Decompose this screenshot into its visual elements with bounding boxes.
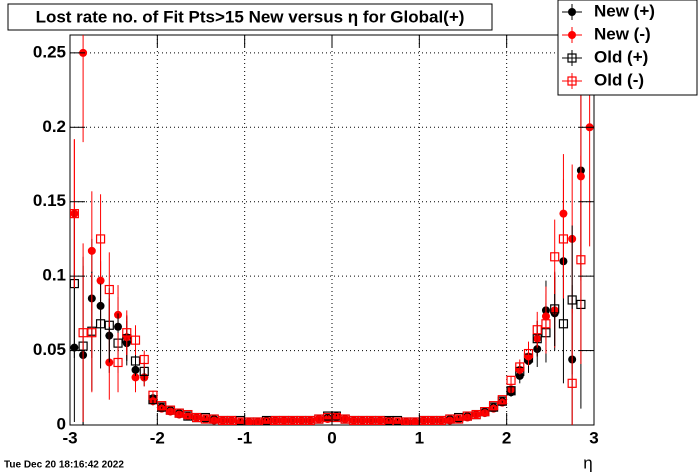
point (165, 405, 176, 415)
legend: New (+) New (-) Old (+) Old (-) (557, 0, 698, 96)
point (174, 408, 184, 418)
point (384, 417, 394, 425)
point (95, 234, 106, 244)
point (375, 415, 385, 425)
point (576, 255, 586, 265)
x-tick-label: 1 (415, 428, 424, 447)
point (436, 415, 446, 425)
point (314, 414, 324, 424)
point (226, 415, 237, 425)
point (157, 401, 167, 411)
point (200, 414, 210, 424)
point (288, 415, 298, 425)
point (279, 415, 289, 425)
point (392, 417, 403, 425)
point (558, 319, 569, 329)
x-axis-label: η (583, 453, 592, 472)
point (305, 415, 315, 425)
point (87, 328, 97, 338)
point (567, 295, 577, 305)
point (340, 414, 350, 424)
point (113, 357, 123, 368)
point (550, 304, 560, 314)
point (104, 284, 114, 295)
chart-title: Lost rate no. of Fit Pts>15 New versus η… (36, 7, 465, 26)
point (253, 417, 263, 425)
y-tick-label: 0.15 (33, 191, 66, 210)
timestamp: Tue Dec 20 18:16:42 2022 (4, 460, 124, 471)
y-tick-label: 0 (57, 414, 66, 433)
title-box (7, 3, 493, 31)
point (568, 31, 576, 39)
point (506, 375, 516, 385)
y-tick-label: 0.25 (33, 42, 66, 61)
point (445, 414, 455, 424)
legend-box (557, 0, 698, 96)
point (130, 356, 141, 366)
point (270, 415, 280, 425)
point (488, 401, 499, 411)
point (209, 414, 219, 424)
point (148, 390, 158, 400)
point (515, 362, 525, 372)
point (261, 417, 272, 425)
point (131, 373, 140, 382)
point (497, 395, 507, 405)
point (78, 328, 88, 338)
x-tick-label: -1 (237, 428, 252, 447)
point (568, 8, 576, 16)
point (192, 412, 202, 423)
point (532, 325, 542, 335)
data-marks (70, 35, 594, 425)
point (541, 319, 551, 329)
point (558, 234, 569, 244)
point (427, 415, 438, 425)
y-tick-label: 0.1 (42, 266, 66, 285)
legend-label: New (+) (594, 1, 655, 20)
x-tick-label: -3 (62, 428, 77, 447)
legend-label: Old (-) (594, 70, 644, 89)
point (550, 252, 560, 262)
point (95, 319, 106, 329)
x-tick-label: -2 (150, 428, 165, 447)
point (122, 328, 132, 338)
point (87, 246, 96, 255)
point (506, 386, 516, 396)
point (462, 411, 472, 421)
point (296, 415, 307, 425)
point (454, 414, 464, 424)
x-tick-label: 3 (589, 428, 598, 447)
point (401, 417, 411, 425)
x-tick-label: 0 (327, 428, 336, 447)
point (471, 409, 481, 420)
point (130, 335, 141, 345)
point (523, 348, 534, 359)
x-tick-label: 2 (502, 428, 511, 447)
point (349, 415, 359, 425)
point (567, 76, 577, 86)
point (480, 407, 490, 417)
point (567, 378, 577, 388)
point (366, 415, 376, 425)
axes: -3 -2 -1 0 1 2 3 0 0.05 0.1 0.15 0.2 0.25 (33, 35, 599, 447)
point (70, 209, 79, 219)
point (183, 409, 193, 420)
point (218, 415, 228, 425)
legend-label: Old (+) (594, 47, 648, 66)
point (357, 415, 368, 425)
y-tick-label: 0.2 (42, 117, 66, 136)
y-tick-label: 0.05 (33, 340, 66, 359)
point (139, 354, 149, 365)
point (567, 53, 577, 63)
legend-label: New (-) (594, 24, 651, 43)
